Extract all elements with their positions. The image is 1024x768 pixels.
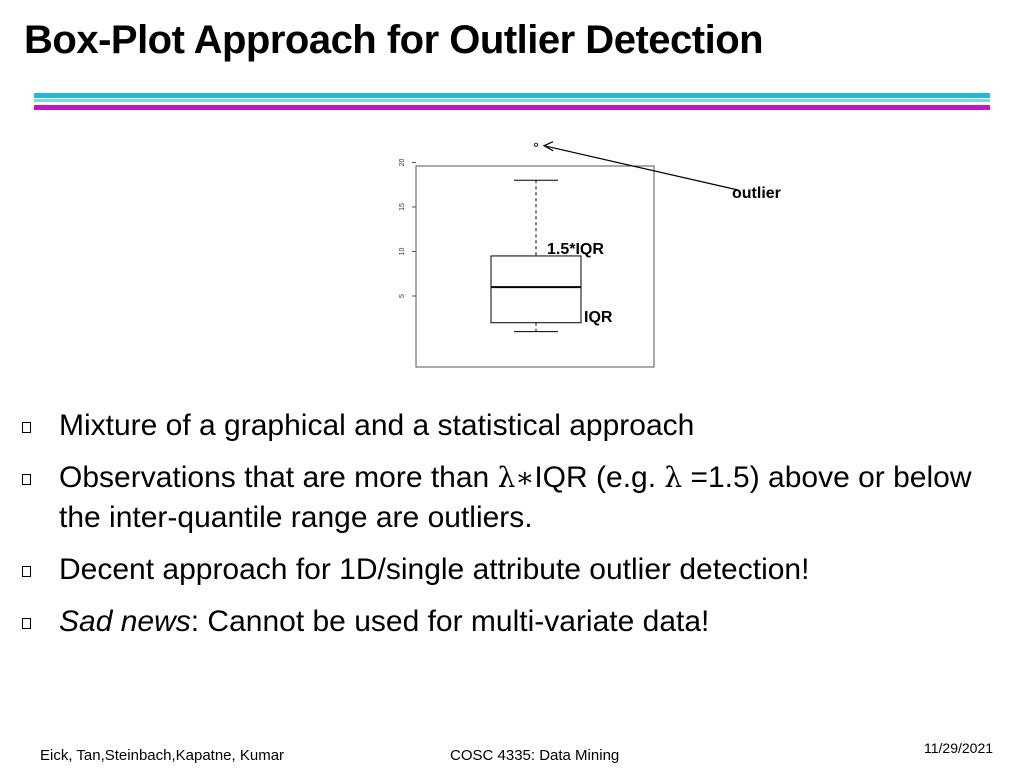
bullet-marker-icon [22,474,31,485]
lambda-symbol: λ∗ [497,461,535,494]
bullet-text: Observations that are more than [59,461,498,494]
footer-authors: Eick, Tan,Steinbach,Kapatne, Kumar [40,747,285,764]
bullet-item: Sad news: Cannot be used for multi-varia… [20,602,1000,642]
outlier-point [533,142,538,147]
footer-course: COSC 4335: Data Mining [450,747,620,764]
y-tick-label: 5 [399,294,406,298]
outlier-arrow-line [543,145,739,191]
bullet-item: Decent approach for 1D/single attribute … [20,550,1000,590]
title-rule-light-cyan [34,99,990,102]
bullet-text: IQR (e.g. [534,461,665,494]
box-plot-chart: 5 10 15 20 outlier 1.5*IQR IQR [399,141,781,368]
y-tick-label: 10 [399,248,406,256]
bullet-text: Mixture of a graphical and a statistical… [59,409,695,442]
slide-title: Box-Plot Approach for Outlier Detection [24,18,764,62]
bullet-item: Observations that are more than λ∗IQR (e… [20,458,1000,538]
bullet-marker-icon [22,618,31,629]
iqr-box [490,255,582,324]
iqr-annotation: IQR [584,309,613,326]
plot-frame [415,165,655,368]
box-plot-figure: 5 10 15 20 outlier 1.5*IQR IQR [380,141,820,380]
outlier-arrow-head [542,141,554,152]
bullet-text: =1.5) above or below the inter-quantile … [59,461,972,534]
lambda-symbol: λ [664,461,683,494]
footer-date: 11/29/2021 [924,740,994,756]
bullet-emphasis: Sad news [59,605,191,638]
bullet-marker-icon [22,422,31,433]
title-rule-cyan [34,93,990,98]
y-tick-label: 20 [399,159,406,167]
bullet-text: : Cannot be used for multi-variate data! [190,605,710,638]
bullet-item: Mixture of a graphical and a statistical… [20,406,1000,446]
whisker-range-annotation: 1.5*IQR [547,241,604,258]
bullet-text: Decent approach for 1D/single attribute … [59,553,810,586]
bullet-list: Mixture of a graphical and a statistical… [20,406,1000,654]
title-rule-magenta [34,105,990,110]
outlier-annotation: outlier [732,185,781,202]
bullet-marker-icon [22,566,31,577]
y-tick-label: 15 [399,203,406,211]
